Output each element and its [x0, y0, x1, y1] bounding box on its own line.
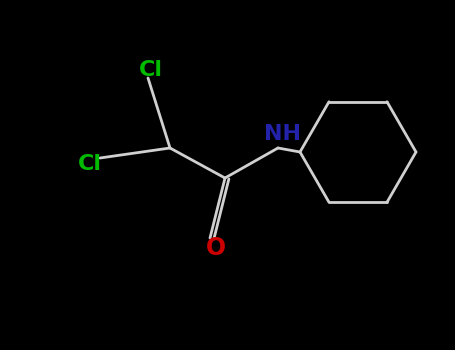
Text: NH: NH [263, 124, 300, 144]
Text: Cl: Cl [139, 60, 163, 80]
Text: Cl: Cl [78, 154, 102, 174]
Text: O: O [206, 236, 226, 260]
